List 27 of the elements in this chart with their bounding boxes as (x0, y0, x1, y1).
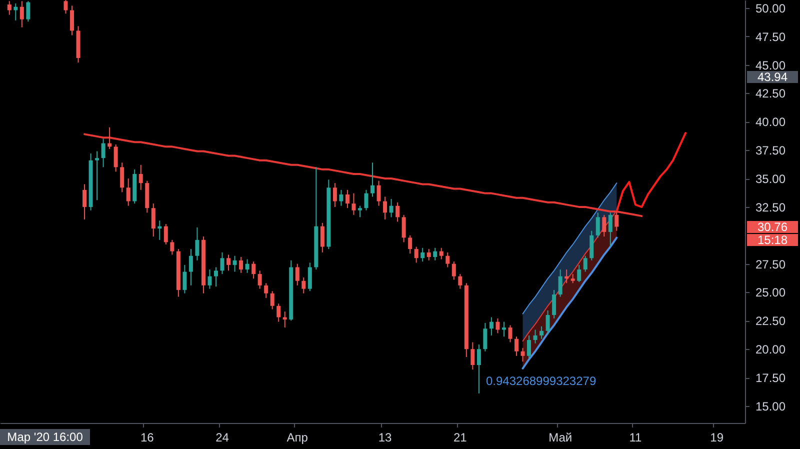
x-tick-label: 21 (453, 430, 468, 444)
y-tick-label: 35.00 (756, 172, 786, 186)
y-tick-label: 17.50 (756, 371, 786, 386)
y-tick-label: 15.00 (756, 399, 786, 414)
y-tick-label: 20.00 (756, 342, 786, 357)
text: 30.76 (757, 220, 788, 234)
text: Мар '20 16:00 (7, 430, 84, 444)
x-tick-label: 24 (216, 430, 230, 444)
y-tick-label: 47.50 (756, 30, 786, 44)
annotation: 0.943268999323279 (486, 374, 596, 388)
x-tick-label: Май (548, 430, 572, 444)
x-tick-label: 13 (378, 430, 392, 444)
y-tick-label: 37.50 (756, 144, 786, 158)
x-tick-label: 19 (710, 430, 724, 444)
x-tick-label: Апр (286, 430, 308, 444)
y-tick-label: 45.00 (756, 58, 786, 72)
y-tick-label: 40.00 (756, 115, 786, 130)
y-tick-label: 50.00 (756, 1, 786, 16)
x-tick-label: 11 (629, 430, 642, 444)
x-tick-label: 16 (140, 430, 154, 444)
y-tick-label: 42.50 (756, 86, 786, 101)
y-tick-label: 25.00 (756, 286, 786, 300)
text: 15:18 (757, 233, 788, 247)
text: 43.94 (757, 70, 788, 84)
y-tick-label: 27.50 (756, 257, 786, 272)
y-tick-label: 32.50 (756, 200, 786, 214)
y-tick-label: 22.50 (756, 314, 786, 328)
